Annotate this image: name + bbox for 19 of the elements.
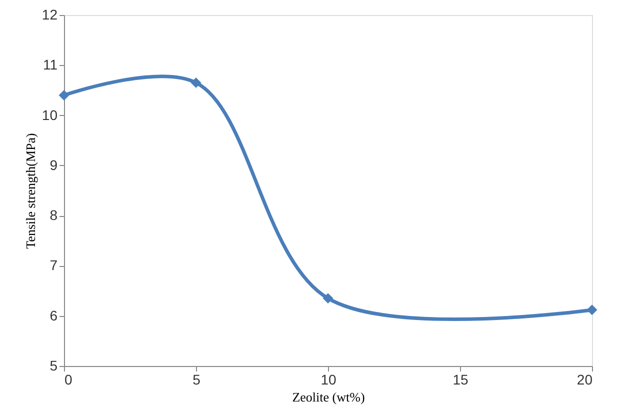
- y-tick-label: 9: [50, 156, 58, 173]
- y-tick-label: 6: [50, 307, 58, 324]
- y-tick-label: 8: [50, 207, 58, 224]
- x-axis-title: Zeolite (wt%): [292, 390, 365, 404]
- y-tick-label: 12: [42, 6, 58, 22]
- point: [190, 77, 202, 88]
- x-tick-label: 0: [64, 372, 72, 388]
- x-tick-label: 10: [320, 372, 336, 388]
- y-tick-label: 7: [50, 257, 58, 274]
- y-tick-label: 10: [42, 106, 58, 123]
- y-axis-title: Tensile strength(MPa): [22, 133, 38, 249]
- x-tick-label: 15: [452, 372, 468, 388]
- y-tick-label: 5: [50, 358, 58, 374]
- point: [586, 304, 598, 316]
- x-tick-label: 5: [192, 372, 201, 388]
- y-tick-label: 11: [42, 56, 58, 73]
- x-tick-label: 20: [576, 372, 593, 388]
- point: [58, 90, 70, 100]
- point: [322, 293, 334, 304]
